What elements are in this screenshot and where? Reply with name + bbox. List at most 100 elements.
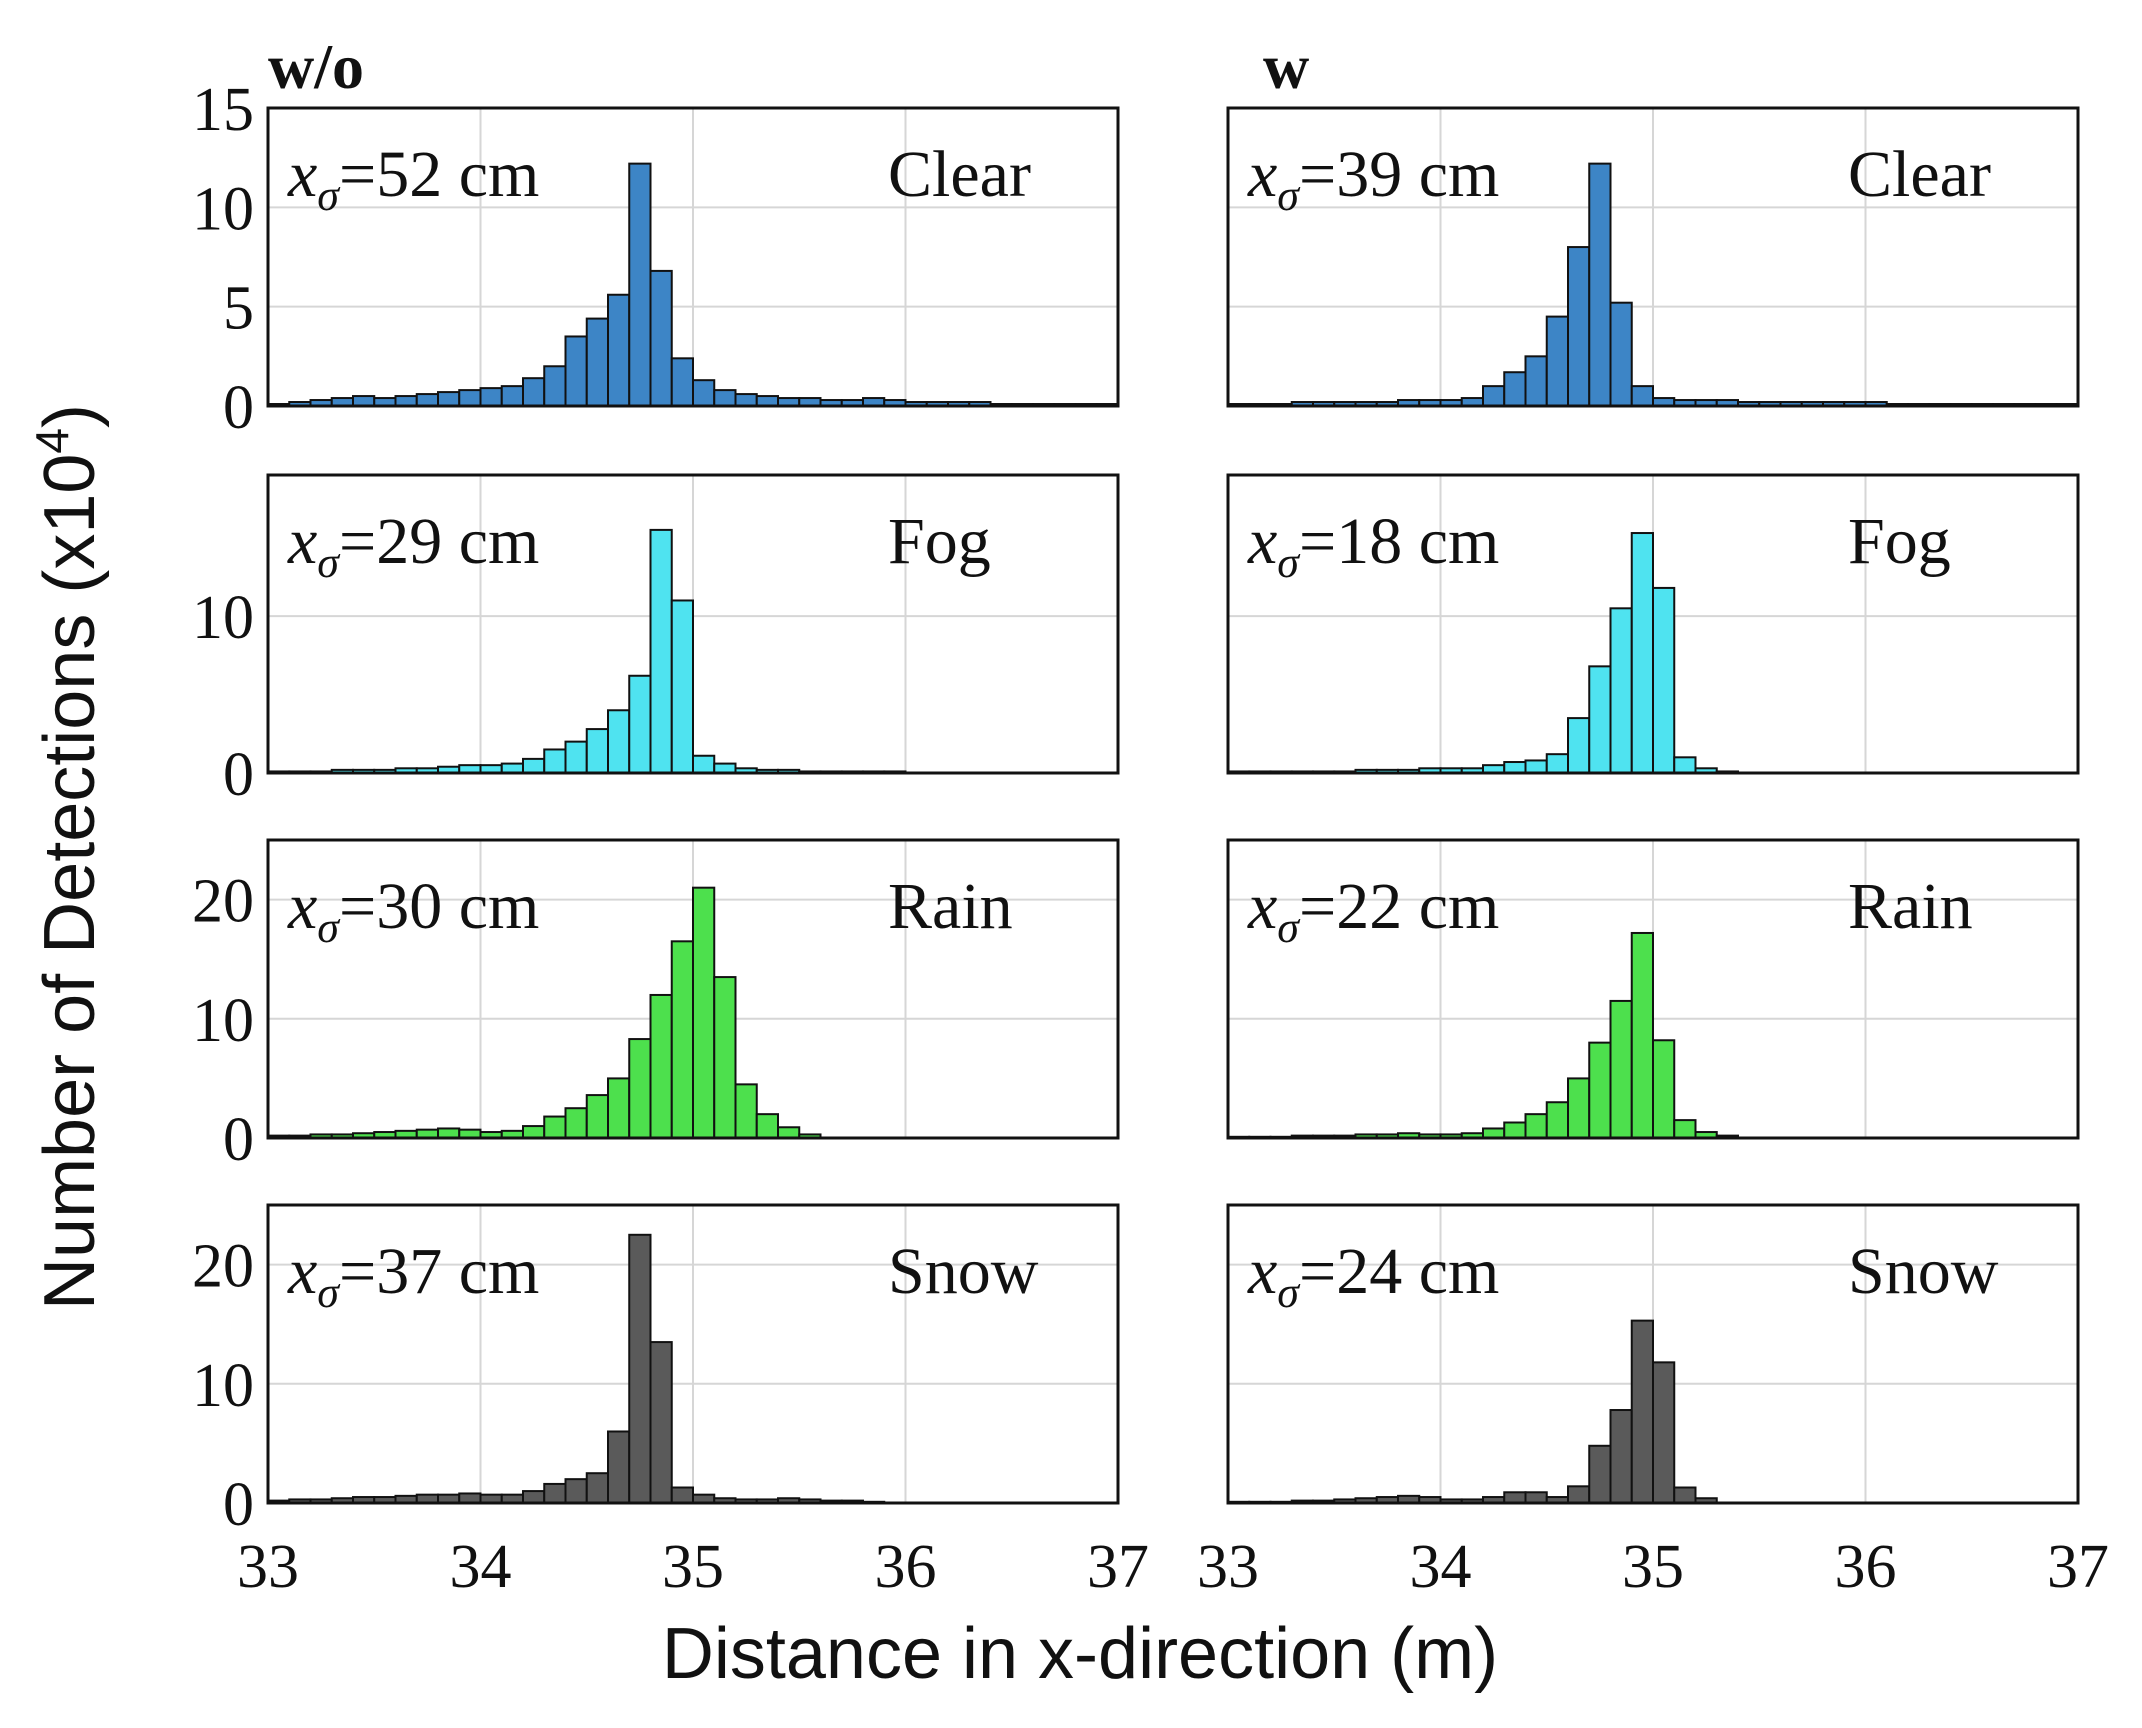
histogram-bar: [1524, 759, 1548, 775]
histogram-bar: [1588, 665, 1612, 774]
histogram-bar: [1503, 371, 1527, 407]
sigma-annotation: xσ=24 cm: [1247, 1235, 1499, 1317]
histogram-bar: [649, 269, 673, 408]
histogram-bar: [607, 293, 631, 408]
histogram-bar: [713, 389, 737, 407]
sigma-annotation: xσ=39 cm: [1247, 138, 1499, 220]
sigma-symbol-subscript: σ: [317, 171, 341, 220]
histogram-bar: [670, 940, 694, 1139]
histogram-bar: [1545, 315, 1569, 408]
histogram-bar: [564, 740, 588, 775]
panel-with-fog: xσ=18 cm Fog: [1226, 473, 2080, 775]
histogram-bar: [1567, 1485, 1591, 1505]
histogram-bar: [607, 709, 631, 775]
condition-label: Fog: [1848, 505, 1951, 578]
histogram-bar: [522, 1490, 546, 1504]
y-tick-label: 10: [192, 1352, 254, 1420]
histogram-bar: [692, 379, 716, 408]
histogram-bar: [1567, 246, 1591, 407]
histogram-bar: [1609, 607, 1633, 774]
sigma-annotation: xσ=52 cm: [287, 138, 539, 220]
sigma-symbol-subscript: σ: [1277, 1268, 1301, 1317]
y-tick-label: 0: [223, 374, 254, 442]
histogram-bar: [734, 1083, 758, 1139]
panel-frame: [266, 473, 1120, 775]
histogram-bar: [1673, 1486, 1697, 1505]
histogram-bar: [1673, 1119, 1697, 1139]
histogram-bar: [1588, 1444, 1612, 1505]
histogram-bar: [1503, 1491, 1527, 1504]
histogram-bar: [1588, 162, 1612, 407]
sigma-annotation: xσ=30 cm: [287, 870, 539, 952]
condition-label: Snow: [888, 1235, 1039, 1308]
sigma-value: =22 cm: [1299, 870, 1499, 943]
histogram-bar: [1630, 532, 1654, 774]
panel-frame: [1226, 106, 2080, 408]
y-axis-label: Number of Detections (x104): [26, 404, 110, 1310]
histogram-bar: [585, 1472, 609, 1504]
panel-without-rain: 0 10 20 xσ=30 cm Rain: [192, 838, 1120, 1174]
y-tick-label: 10: [192, 584, 254, 652]
histogram-bar: [1630, 385, 1654, 407]
histogram-bar: [1524, 1491, 1548, 1504]
histogram-bar: [564, 1478, 588, 1505]
histogram-bar: [437, 391, 461, 407]
sigma-symbol-subscript: σ: [1277, 171, 1301, 220]
histogram-bar: [628, 162, 652, 407]
histogram-bar: [1524, 355, 1548, 408]
y-axis-label-close: ): [30, 404, 110, 428]
histogram-bar: [607, 1430, 631, 1504]
histogram-bar: [1503, 1121, 1527, 1140]
column-title-with: w: [1263, 31, 1309, 102]
x-tick-label: 36: [1835, 1533, 1897, 1601]
sigma-symbol-x: x: [287, 505, 317, 578]
histogram-bar: [649, 1341, 673, 1504]
histogram-bar: [713, 976, 737, 1140]
x-axis-label: Distance in x-direction (m): [662, 1614, 1498, 1694]
histogram-bar: [522, 1125, 546, 1139]
histogram-bar: [415, 393, 439, 407]
panel-with-snow: 33 34 35 36 37 xσ=24 cm Snow: [1197, 1203, 2109, 1601]
sigma-symbol-x: x: [1247, 870, 1277, 943]
y-axis-label-main: Number of Detections (x10: [30, 454, 110, 1310]
panel-without-fog: 0 10 xσ=29 cm Fog: [192, 473, 1120, 809]
histogram-bar: [585, 1094, 609, 1140]
sigma-annotation: xσ=37 cm: [287, 1235, 539, 1317]
histogram-bar: [564, 335, 588, 408]
histogram-bar: [543, 365, 567, 407]
panel-frame: [1226, 838, 2080, 1140]
x-tick-label: 35: [662, 1533, 724, 1601]
histogram-bar: [670, 1486, 694, 1505]
histogram-bar: [1652, 1361, 1676, 1504]
histogram-bar: [1609, 301, 1633, 407]
panel-frame: [266, 1203, 1120, 1505]
sigma-value: =52 cm: [339, 138, 539, 211]
histogram-bar: [543, 1482, 567, 1504]
y-tick-label: 10: [192, 175, 254, 243]
y-tick-label: 0: [223, 741, 254, 809]
x-tick-label: 36: [875, 1533, 937, 1601]
condition-label: Snow: [1848, 1235, 1999, 1308]
sigma-value: =39 cm: [1299, 138, 1499, 211]
histogram-bar: [458, 389, 482, 407]
histogram-bar: [692, 886, 716, 1139]
x-tick-label: 34: [450, 1533, 512, 1601]
histogram-bar: [543, 748, 567, 775]
histogram-bar: [500, 385, 524, 407]
histogram-bar: [755, 1113, 779, 1140]
condition-label: Rain: [888, 870, 1013, 943]
sigma-symbol-subscript: σ: [1277, 538, 1301, 587]
sigma-value: =30 cm: [339, 870, 539, 943]
histogram-bar: [1609, 1409, 1633, 1505]
y-tick-label: 0: [223, 1106, 254, 1174]
condition-label: Clear: [888, 138, 1031, 211]
histogram-bar: [1673, 756, 1697, 775]
sigma-symbol-x: x: [287, 870, 317, 943]
sigma-symbol-x: x: [1247, 138, 1277, 211]
histogram-bar: [1503, 761, 1527, 775]
x-tick-label: 37: [2047, 1533, 2109, 1601]
histogram-bar: [585, 728, 609, 775]
y-tick-label: 15: [192, 76, 254, 144]
y-tick-label: 0: [223, 1471, 254, 1539]
x-tick-label: 34: [1410, 1533, 1472, 1601]
